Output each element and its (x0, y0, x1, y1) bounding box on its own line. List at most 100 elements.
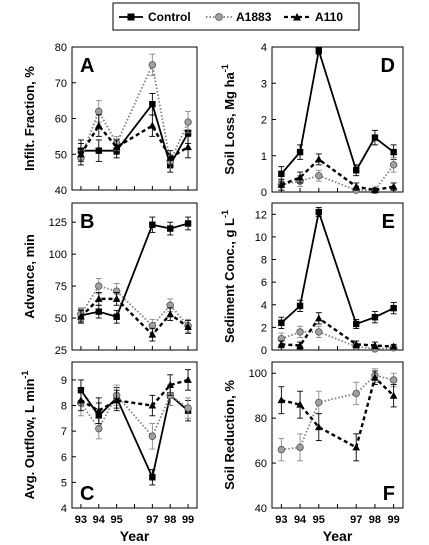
y-axis-label-superscript: -1 (220, 210, 230, 218)
y-tick-label: 1 (261, 151, 267, 163)
panel-e: 0 2 4 6 8 10 12 Sediment Conc., g L-1 E (220, 202, 404, 357)
y-tick-label: 7 (61, 426, 67, 438)
data-point (148, 330, 157, 338)
data-point (296, 302, 304, 310)
panel-letter-d: D (381, 55, 395, 77)
data-point (277, 180, 286, 188)
panel-a: 40 50 60 70 80 Infilt. Fraction, % A (22, 42, 198, 197)
data-point (95, 282, 103, 290)
data-point (296, 400, 304, 408)
y-tick-label: 6 (61, 452, 67, 464)
data-point (314, 423, 323, 431)
legend-label-a110: A110 (315, 10, 343, 24)
data-point (113, 313, 120, 320)
panel-f: 40 60 80 100 93 94 95 97 98 99 Year Soil Reduction,… (222, 361, 404, 544)
data-point (278, 319, 285, 327)
data-point (148, 401, 157, 409)
y-axis-label: Sediment Conc., g L-1 (220, 210, 237, 343)
data-point (112, 294, 121, 302)
y-tick-label: 9 (61, 375, 67, 387)
panel-d: 0 1 2 3 4 Soil Loss, Mg ha-1 D (220, 42, 404, 199)
series-line (79, 123, 189, 160)
data-point (389, 376, 398, 384)
triangle-marker-icon (293, 13, 301, 21)
data-point (389, 342, 398, 350)
series-control (278, 207, 397, 329)
series-line (80, 61, 189, 165)
data-point (148, 61, 157, 69)
data-point (371, 314, 379, 321)
data-point (389, 182, 398, 190)
data-point (149, 221, 156, 228)
data-point (352, 443, 361, 451)
series-line (281, 375, 395, 450)
series-line (280, 50, 395, 175)
y-tick-label: 10 (255, 232, 267, 244)
data-point (353, 320, 360, 328)
data-point (77, 396, 85, 404)
data-point (314, 155, 323, 163)
panel-letter-b: B (80, 211, 94, 233)
y-tick-label: 0 (261, 345, 267, 357)
series-a110 (277, 370, 398, 462)
data-point (149, 474, 156, 481)
data-point (277, 396, 286, 404)
y-axis-label-superscript: -1 (20, 371, 30, 379)
panel-letter-e: E (382, 211, 395, 233)
y-tick-label: 40 (55, 185, 67, 197)
data-point (315, 47, 322, 54)
data-point (148, 432, 157, 440)
data-point (353, 167, 360, 174)
data-point (315, 398, 323, 407)
series-line (280, 157, 394, 192)
y-tick-label: 4 (261, 300, 267, 312)
data-point (112, 143, 121, 151)
data-point (371, 341, 379, 349)
y-axis-label: Soil Reduction, % (222, 380, 237, 490)
x-tick-label: 98 (164, 514, 176, 526)
data-point (371, 134, 379, 141)
data-point (277, 340, 286, 348)
series-a110 (77, 292, 192, 342)
data-point (95, 107, 103, 116)
series-line (281, 164, 395, 192)
x-tick-label: 99 (388, 514, 400, 526)
y-tick-label: 8 (61, 401, 67, 413)
y-tick-label: 5 (61, 477, 67, 489)
y-tick-label: 50 (55, 313, 67, 325)
y-tick-label: 2 (261, 115, 267, 127)
data-point (184, 322, 192, 330)
y-tick-label: 60 (55, 114, 67, 126)
x-tick-label: 94 (93, 514, 106, 526)
data-point (184, 375, 192, 383)
data-point (166, 153, 175, 161)
x-tick-label: 93 (275, 514, 287, 526)
data-point (148, 121, 157, 129)
x-tick-label: 97 (350, 514, 362, 526)
series-line (80, 285, 189, 328)
x-tick-label: 93 (75, 514, 87, 526)
legend-entry-control: Control (119, 10, 191, 24)
series-a1883 (77, 277, 192, 333)
panel-b: 25 50 75 100 125 Advance, min B (22, 202, 198, 357)
data-point (389, 161, 398, 169)
x-tick-label: 97 (146, 514, 158, 526)
data-point (278, 170, 285, 178)
y-axis-label: Infilt. Fraction, % (22, 66, 37, 171)
data-point (166, 310, 175, 318)
data-point (390, 148, 397, 156)
series-control (77, 93, 192, 173)
data-point (296, 148, 304, 156)
series-control (77, 216, 192, 324)
y-tick-label: 25 (55, 345, 67, 357)
series-a1883 (277, 368, 398, 462)
y-tick-label: 12 (255, 209, 267, 221)
legend-entry-a110: A110 (284, 10, 343, 24)
series-a110 (77, 369, 192, 424)
data-point (77, 312, 85, 320)
data-point (296, 443, 304, 452)
series-a110 (77, 114, 192, 166)
data-point (352, 389, 360, 398)
x-tick-label: 99 (182, 514, 194, 526)
